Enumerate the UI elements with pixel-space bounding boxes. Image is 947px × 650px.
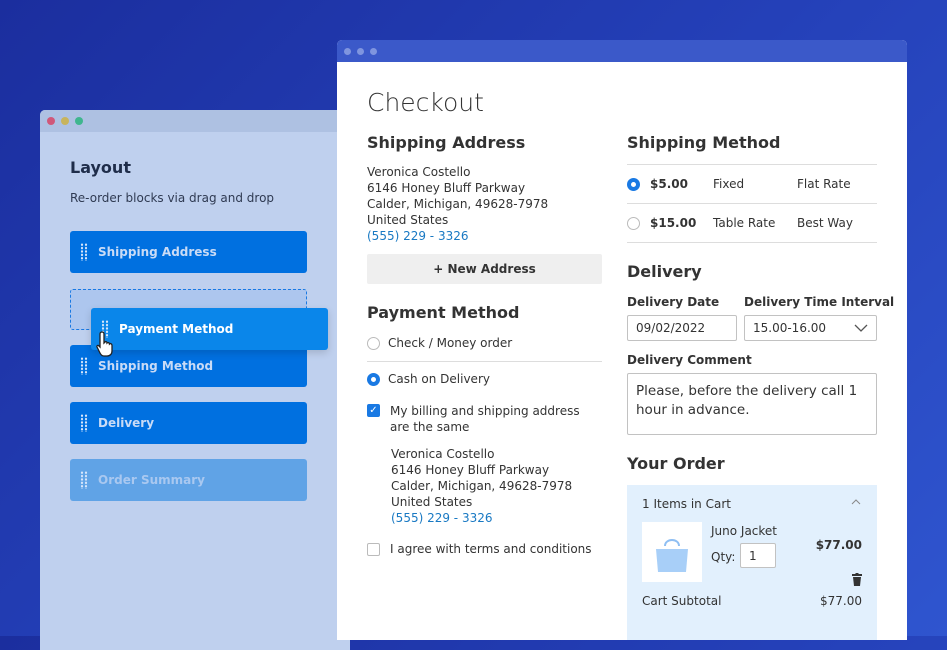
window-dot-icon[interactable]	[344, 47, 351, 55]
delivery-interval-label: Delivery Time Interval	[744, 295, 895, 309]
shipping-rate-row[interactable]: $5.00 Fixed Flat Rate	[627, 176, 877, 192]
address-country: United States	[367, 213, 449, 227]
select-value: 15.00-16.00	[753, 321, 827, 335]
new-address-button[interactable]: + New Address	[367, 254, 602, 284]
product-name: Juno Jacket	[711, 524, 778, 538]
shipping-address-heading: Shipping Address	[367, 133, 526, 152]
delivery-comment-textarea[interactable]: Please, before the delivery call 1 hour …	[627, 373, 877, 435]
checkbox-label: I agree with terms and conditions	[390, 542, 592, 556]
option-label: Cash on Delivery	[388, 372, 490, 386]
drag-handle-icon[interactable]	[80, 414, 88, 432]
delivery-date-label: Delivery Date	[627, 295, 720, 309]
divider	[627, 203, 877, 204]
layout-titlebar	[40, 110, 350, 132]
block-payment-method-dragging[interactable]: Payment Method	[91, 308, 328, 350]
trash-icon[interactable]	[852, 573, 862, 586]
delivery-heading: Delivery	[627, 262, 702, 281]
qty-input[interactable]: 1	[740, 543, 776, 568]
your-order-heading: Your Order	[627, 454, 725, 473]
radio-selected-icon[interactable]	[627, 177, 640, 191]
checkbox-checked-icon[interactable]: ✓	[367, 404, 380, 417]
block-label: Shipping Address	[98, 245, 217, 259]
checkout-window: Checkout Shipping Address Veronica Coste…	[337, 40, 907, 640]
hand-cursor-icon	[96, 331, 113, 357]
billing-address: Veronica Costello 6146 Honey Bluff Parkw…	[391, 446, 572, 526]
layout-subtitle: Re-order blocks via drag and drop	[70, 191, 275, 205]
shipping-rate-row[interactable]: $15.00 Table Rate Best Way	[627, 215, 877, 231]
block-label: Delivery	[98, 416, 155, 430]
terms-checkbox[interactable]: I agree with terms and conditions	[367, 541, 592, 557]
billing-street: 6146 Honey Bluff Parkway	[391, 463, 550, 477]
block-label: Payment Method	[119, 322, 234, 336]
divider	[627, 164, 877, 165]
close-dot-icon[interactable]	[47, 117, 55, 125]
delivery-date-input[interactable]: 09/02/2022	[627, 315, 737, 341]
address-city: Calder, Michigan, 49628-7978	[367, 197, 549, 211]
item-price: $77.00	[815, 538, 862, 552]
page-title: Checkout	[367, 88, 484, 117]
window-dot-icon[interactable]	[357, 47, 364, 55]
rate-carrier: Flat Rate	[797, 177, 851, 191]
rate-method: Fixed	[713, 177, 745, 191]
layout-window: Layout Re-order blocks via drag and drop…	[40, 110, 350, 650]
checkbox-label: My billing and shipping address are the …	[390, 404, 580, 434]
shipping-method-heading: Shipping Method	[627, 133, 781, 152]
product-image	[642, 522, 702, 582]
window-dot-icon[interactable]	[370, 47, 377, 55]
same-address-checkbox[interactable]: ✓ My billing and shipping address are the…	[367, 403, 602, 435]
rate-method: Table Rate	[713, 216, 776, 230]
billing-city: Calder, Michigan, 49628-7978	[391, 479, 573, 493]
payment-option-check[interactable]: Check / Money order	[367, 335, 512, 351]
payment-method-heading: Payment Method	[367, 303, 520, 322]
layout-title: Layout	[70, 158, 131, 177]
minimize-dot-icon[interactable]	[61, 117, 69, 125]
address-name: Veronica Costello	[367, 165, 471, 179]
block-order-summary[interactable]: Order Summary	[70, 459, 307, 501]
drag-handle-icon[interactable]	[80, 471, 88, 489]
chevron-down-icon	[854, 324, 868, 332]
radio-selected-icon[interactable]	[367, 372, 380, 386]
address-phone-link[interactable]: (555) 229 - 3326	[367, 229, 469, 243]
radio-icon[interactable]	[627, 216, 640, 230]
block-label: Shipping Method	[98, 359, 214, 373]
block-delivery[interactable]: Delivery	[70, 402, 307, 444]
block-shipping-address[interactable]: Shipping Address	[70, 231, 307, 273]
checkbox-icon[interactable]	[367, 542, 380, 556]
maximize-dot-icon[interactable]	[75, 117, 83, 125]
drag-handle-icon[interactable]	[101, 320, 109, 338]
payment-option-cod[interactable]: Cash on Delivery	[367, 371, 490, 387]
subtotal-value: $77.00	[820, 594, 862, 608]
drag-handle-icon[interactable]	[80, 243, 88, 261]
block-label: Order Summary	[98, 473, 205, 487]
delivery-interval-select[interactable]: 15.00-16.00	[744, 315, 877, 341]
rate-price: $15.00	[650, 216, 697, 230]
shipping-address: Veronica Costello 6146 Honey Bluff Parkw…	[367, 164, 548, 244]
billing-phone-link[interactable]: (555) 229 - 3326	[391, 511, 493, 525]
billing-country: United States	[391, 495, 473, 509]
rate-price: $5.00	[650, 177, 688, 191]
option-label: Check / Money order	[388, 336, 513, 350]
divider	[627, 242, 877, 243]
order-summary-panel: 1 Items in Cart Juno Jacket Qty: 1 $77.0…	[627, 485, 877, 640]
billing-name: Veronica Costello	[391, 447, 495, 461]
subtotal-label: Cart Subtotal	[642, 594, 722, 608]
checkout-titlebar	[337, 40, 907, 62]
chevron-up-icon[interactable]	[851, 499, 861, 505]
qty-label: Qty:	[711, 550, 736, 564]
radio-icon[interactable]	[367, 336, 380, 350]
address-street: 6146 Honey Bluff Parkway	[367, 181, 526, 195]
handbag-icon	[656, 539, 688, 572]
divider	[367, 361, 602, 362]
drag-handle-icon[interactable]	[80, 357, 88, 375]
items-count: 1 Items in Cart	[642, 497, 731, 511]
rate-carrier: Best Way	[797, 216, 853, 230]
delivery-comment-label: Delivery Comment	[627, 353, 752, 367]
